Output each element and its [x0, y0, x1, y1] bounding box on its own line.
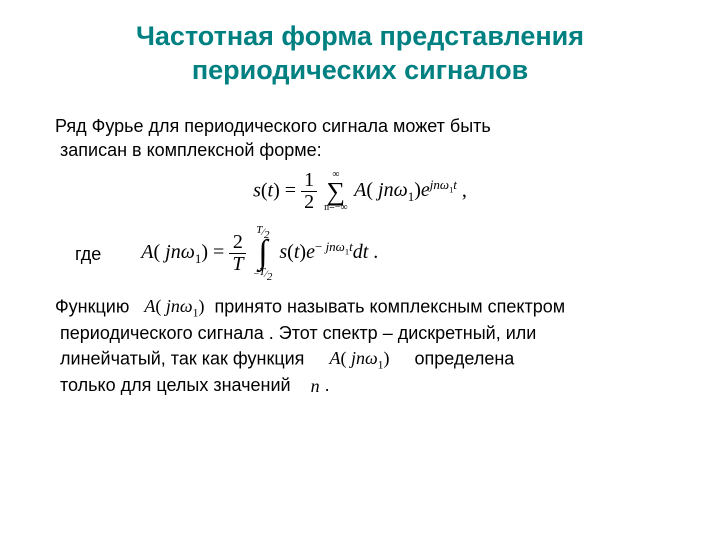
p2-line2: периодического сигнала . Этот спектр – д… [60, 323, 536, 343]
f1-term: A( jnω1)ejnω1t [354, 179, 457, 201]
formula-coefficient: где A( jnω1) = 2 T T∕2 ∫ −T∕2 s(t)e− jnω… [55, 227, 665, 280]
f1-tail: , [457, 179, 467, 201]
formula-fourier-series: s(t) = 1 2 ∞ ∑ n=−∞ A( jnω1)ejnω1t , [55, 170, 665, 213]
sum-symbol: ∞ ∑ n=−∞ [324, 170, 347, 213]
p2-a: Функцию [55, 297, 129, 317]
inline-n: n [311, 374, 320, 398]
intro-line2: записан в комплексной форме: [60, 140, 322, 160]
intro-line1: Ряд Фурье для периодического сигнала мож… [55, 116, 491, 136]
f2-tail: . [368, 241, 378, 263]
p2-line3b: определена [415, 348, 515, 368]
title-line1: Частотная форма представления [136, 21, 584, 51]
f2-lhs: A( jnω1) = [141, 241, 224, 263]
p2-line4a: только для целых значений [60, 375, 291, 395]
f1-half: 1 2 [301, 170, 317, 213]
inline-Ajnw-1: A( jnω1) [144, 294, 204, 321]
final-dot: . [325, 375, 330, 395]
f2-2overT: 2 T [229, 232, 246, 275]
inline-Ajnw-2: A( jnω1) [329, 346, 389, 373]
slide-title: Частотная форма представления периодичес… [55, 20, 665, 88]
p2-line3a: линейчатый, так как функция [60, 348, 304, 368]
title-line2: периодических сигналов [192, 55, 528, 85]
integral-symbol: T∕2 ∫ −T∕2 [253, 227, 272, 280]
where-label: где [75, 242, 101, 266]
p2-b: принято называть комплексным спектром [214, 297, 565, 317]
f2-integrand: s(t)e− jnω1tdt [279, 241, 368, 263]
f1-lhs: s(t) = [253, 179, 296, 201]
intro-paragraph: Ряд Фурье для периодического сигнала мож… [55, 114, 665, 163]
explanation-paragraph: Функцию A( jnω1) принято называть компле… [55, 294, 665, 398]
